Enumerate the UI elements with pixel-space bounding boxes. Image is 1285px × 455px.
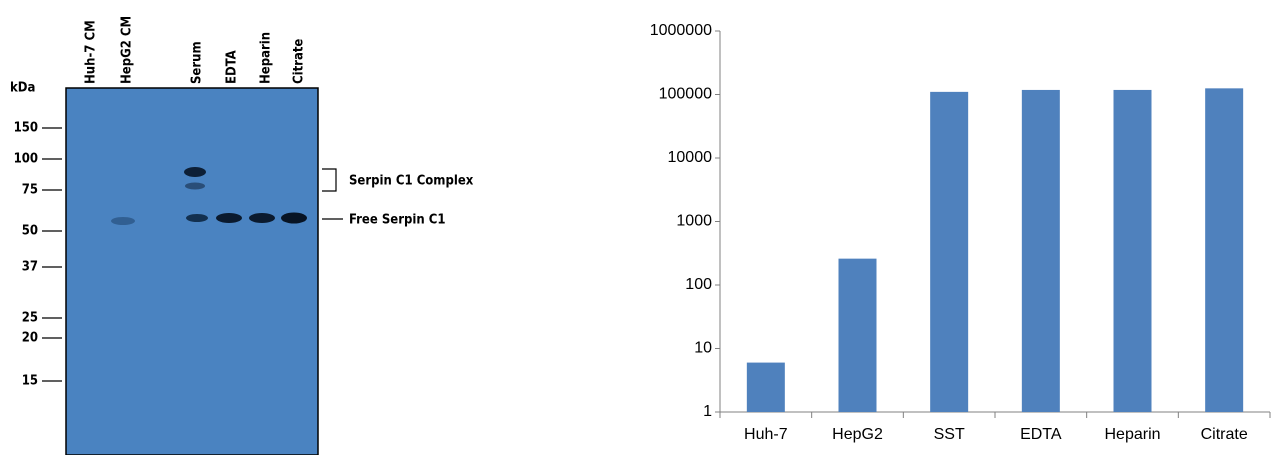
marker-label: 25 bbox=[22, 311, 38, 326]
kda-label: kDa bbox=[10, 81, 35, 96]
band bbox=[184, 167, 206, 177]
marker-label: 50 bbox=[22, 224, 38, 239]
y-tick-label: 100000 bbox=[659, 86, 712, 103]
band bbox=[111, 217, 135, 225]
complex-bracket bbox=[322, 169, 336, 191]
x-tick-label: SST bbox=[934, 426, 965, 443]
lane-label: Serum bbox=[190, 41, 205, 84]
band bbox=[249, 213, 275, 223]
annotation: Free Serpin C1 bbox=[349, 213, 446, 228]
marker-label: 37 bbox=[22, 260, 38, 275]
y-tick-label: 10000 bbox=[668, 149, 713, 166]
y-tick-label: 10 bbox=[694, 340, 712, 357]
band bbox=[281, 213, 307, 224]
lane-label: Heparin bbox=[259, 32, 274, 84]
annotation: Serpin C1 Complex bbox=[349, 174, 474, 189]
bar bbox=[839, 259, 877, 412]
figure: kDa Serpin C1 Complex Free Serpin C1 Huh… bbox=[0, 0, 1285, 455]
y-tick-label: 1000000 bbox=[650, 22, 712, 39]
western-blot: kDa Serpin C1 Complex Free Serpin C1 Huh… bbox=[10, 16, 474, 455]
x-tick-label: Huh-7 bbox=[744, 426, 788, 443]
y-tick-label: 1 bbox=[703, 403, 712, 420]
x-tick-label: Heparin bbox=[1104, 426, 1160, 443]
band bbox=[216, 213, 242, 223]
x-tick-label: HepG2 bbox=[832, 426, 883, 443]
y-tick-label: 100 bbox=[685, 276, 712, 293]
band bbox=[185, 183, 205, 190]
bar bbox=[1114, 90, 1152, 412]
bar bbox=[1205, 88, 1243, 412]
marker-label: 100 bbox=[14, 152, 38, 167]
bar-chart: 1 10 100 1000 10000 100000 1000000 Huh-7 HepG2 SS… bbox=[650, 22, 1270, 443]
lane-label: Citrate bbox=[292, 39, 307, 84]
marker-label: 20 bbox=[22, 331, 38, 346]
x-tick-label: EDTA bbox=[1020, 426, 1062, 443]
marker-label: 75 bbox=[22, 183, 38, 198]
y-tick-label: 1000 bbox=[676, 213, 712, 230]
marker-label: 15 bbox=[22, 374, 38, 389]
bar bbox=[1022, 90, 1060, 412]
blot-membrane bbox=[66, 88, 318, 455]
band bbox=[186, 214, 208, 222]
x-tick-label: Citrate bbox=[1201, 426, 1248, 443]
bar bbox=[930, 92, 968, 412]
lane-label: HepG2 CM bbox=[120, 16, 135, 84]
lane-label: Huh-7 CM bbox=[84, 20, 99, 84]
lane-label: EDTA bbox=[225, 50, 240, 84]
bar bbox=[747, 363, 785, 412]
marker-label: 150 bbox=[14, 121, 38, 136]
